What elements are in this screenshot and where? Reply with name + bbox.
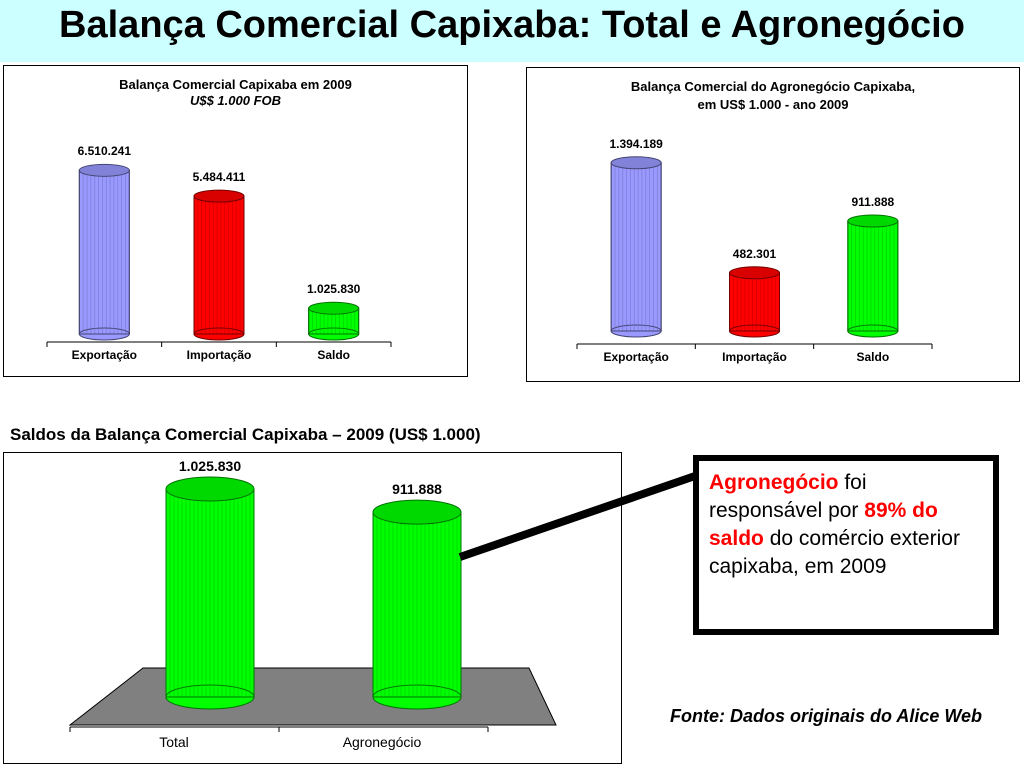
category-label: Exportação [71, 348, 137, 362]
note-highlight-percent: 89% do saldo [709, 499, 938, 550]
chart1-subtitle: U$$ 1.000 FOB [189, 93, 282, 108]
note-text-1: foi responsável por [709, 471, 867, 522]
bar-exportação [610, 156, 662, 338]
chart3-plot [68, 476, 557, 732]
bar-saldo [308, 301, 360, 341]
title-band [0, 0, 1024, 62]
chart2-plot [576, 156, 933, 349]
page-title: Balança Comercial Capixaba: Total e Agro… [59, 4, 965, 46]
chart2-subtitle: em US$ 1.000 - ano 2009 [697, 97, 849, 112]
bar-importação [193, 189, 245, 341]
bar-exportação [78, 163, 130, 341]
category-label: Saldo [856, 350, 890, 364]
chart2-title: Balança Comercial do Agronegócio Capixab… [630, 79, 916, 94]
chart-panel-total: Balança Comercial Capixaba em 2009 U$$ 1… [3, 65, 468, 377]
note-highlight-agro: Agronegócio [709, 471, 839, 494]
chart1-title: Balança Comercial Capixaba em 2009 [119, 77, 352, 92]
note-text-2: do comércio exterior capixaba, em 2009 [709, 527, 960, 578]
category-label: Total [159, 734, 189, 750]
bar-importação [729, 266, 780, 338]
value-label: 911.888 [851, 194, 895, 209]
value-label: 6.510.241 [77, 144, 132, 159]
category-label: Agronegócio [342, 734, 422, 750]
section-title: Saldos da Balança Comercial Capixaba – 2… [10, 425, 481, 444]
value-label: 482.301 [732, 246, 777, 261]
chart1-plot [46, 163, 392, 347]
bar-saldo [847, 214, 899, 338]
chart-panel-agro: Balança Comercial do Agronegócio Capixab… [526, 67, 1020, 382]
chart-panel-saldos: 1.025.830 911.888 Total Agronegócio [3, 452, 622, 764]
value-label: 1.025.830 [178, 458, 242, 474]
value-label: 911.888 [392, 481, 442, 498]
category-label: Saldo [317, 348, 350, 362]
value-label: 1.025.830 [306, 282, 361, 297]
source-note: Fonte: Dados originais do Alice Web [670, 706, 983, 726]
value-label: 5.484.411 [192, 170, 246, 185]
bar-agronegócio [372, 499, 462, 710]
bar-total [165, 476, 255, 710]
category-label: Importação [722, 350, 787, 364]
category-label: Exportação [603, 350, 669, 364]
value-label: 1.394.189 [609, 136, 663, 151]
category-label: Importação [186, 348, 252, 362]
note-box: Agronegócio foi responsável por 89% do s… [693, 455, 999, 635]
